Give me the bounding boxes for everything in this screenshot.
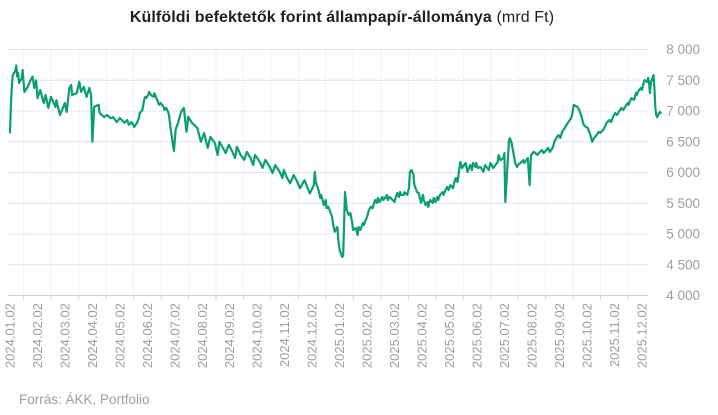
svg-text:2025.04.02: 2025.04.02 bbox=[415, 303, 430, 368]
svg-text:5 000: 5 000 bbox=[666, 227, 700, 242]
svg-text:7 500: 7 500 bbox=[666, 73, 700, 88]
svg-text:2025.02.02: 2025.02.02 bbox=[360, 303, 375, 368]
y-axis-labels: 4 000 4 500 5 000 5 500 6 000 6 500 7 000 7 500… bbox=[666, 42, 700, 303]
source-attribution: Forrás: ÁKK, Portfolio bbox=[19, 392, 150, 407]
svg-text:2025.05.02: 2025.05.02 bbox=[442, 303, 457, 368]
x-axis bbox=[23, 49, 629, 300]
svg-text:2024.05.02: 2024.05.02 bbox=[112, 303, 127, 368]
svg-text:2024.03.02: 2024.03.02 bbox=[57, 303, 72, 368]
svg-text:4 500: 4 500 bbox=[666, 257, 700, 272]
svg-text:4 000: 4 000 bbox=[666, 288, 700, 303]
svg-text:6 000: 6 000 bbox=[666, 165, 700, 180]
svg-text:7 000: 7 000 bbox=[666, 104, 700, 119]
svg-text:2024.02.02: 2024.02.02 bbox=[30, 303, 45, 368]
svg-text:2025.12.02: 2025.12.02 bbox=[634, 303, 649, 368]
chart-title: Külföldi befektetők forint állampapír-ál… bbox=[0, 9, 718, 27]
svg-text:2024.01.02: 2024.01.02 bbox=[3, 303, 18, 368]
svg-text:5 500: 5 500 bbox=[666, 196, 700, 211]
svg-text:8 000: 8 000 bbox=[666, 42, 700, 57]
svg-text:2025.09.02: 2025.09.02 bbox=[552, 303, 567, 368]
chart-title-main: Külföldi befektetők forint állampapír-ál… bbox=[129, 9, 492, 26]
y-gridlines bbox=[8, 49, 648, 296]
svg-text:2025.01.02: 2025.01.02 bbox=[332, 303, 347, 368]
svg-text:2024.09.02: 2024.09.02 bbox=[222, 303, 237, 368]
svg-text:2024.10.02: 2024.10.02 bbox=[250, 303, 265, 368]
svg-text:2025.10.02: 2025.10.02 bbox=[579, 303, 594, 368]
series-line bbox=[8, 64, 662, 259]
svg-text:6 500: 6 500 bbox=[666, 134, 700, 149]
svg-text:2024.04.02: 2024.04.02 bbox=[85, 303, 100, 368]
svg-text:2025.11.02: 2025.11.02 bbox=[607, 303, 622, 367]
svg-text:2024.11.02: 2024.11.02 bbox=[277, 303, 292, 367]
svg-text:2024.06.02: 2024.06.02 bbox=[140, 303, 155, 368]
svg-text:2025.03.02: 2025.03.02 bbox=[387, 303, 402, 368]
x-axis-labels: 2024.01.02 2024.02.02 2024.03.02 2024.04.02… bbox=[3, 303, 650, 368]
svg-text:2025.06.02: 2025.06.02 bbox=[469, 303, 484, 368]
svg-text:2024.12.02: 2024.12.02 bbox=[305, 303, 320, 368]
chart-title-unit: (mrd Ft) bbox=[496, 9, 555, 26]
svg-text:2025.07.02: 2025.07.02 bbox=[497, 303, 512, 368]
svg-text:2024.08.02: 2024.08.02 bbox=[195, 303, 210, 368]
svg-text:2024.07.02: 2024.07.02 bbox=[167, 303, 182, 368]
svg-text:2025.08.02: 2025.08.02 bbox=[524, 303, 539, 368]
